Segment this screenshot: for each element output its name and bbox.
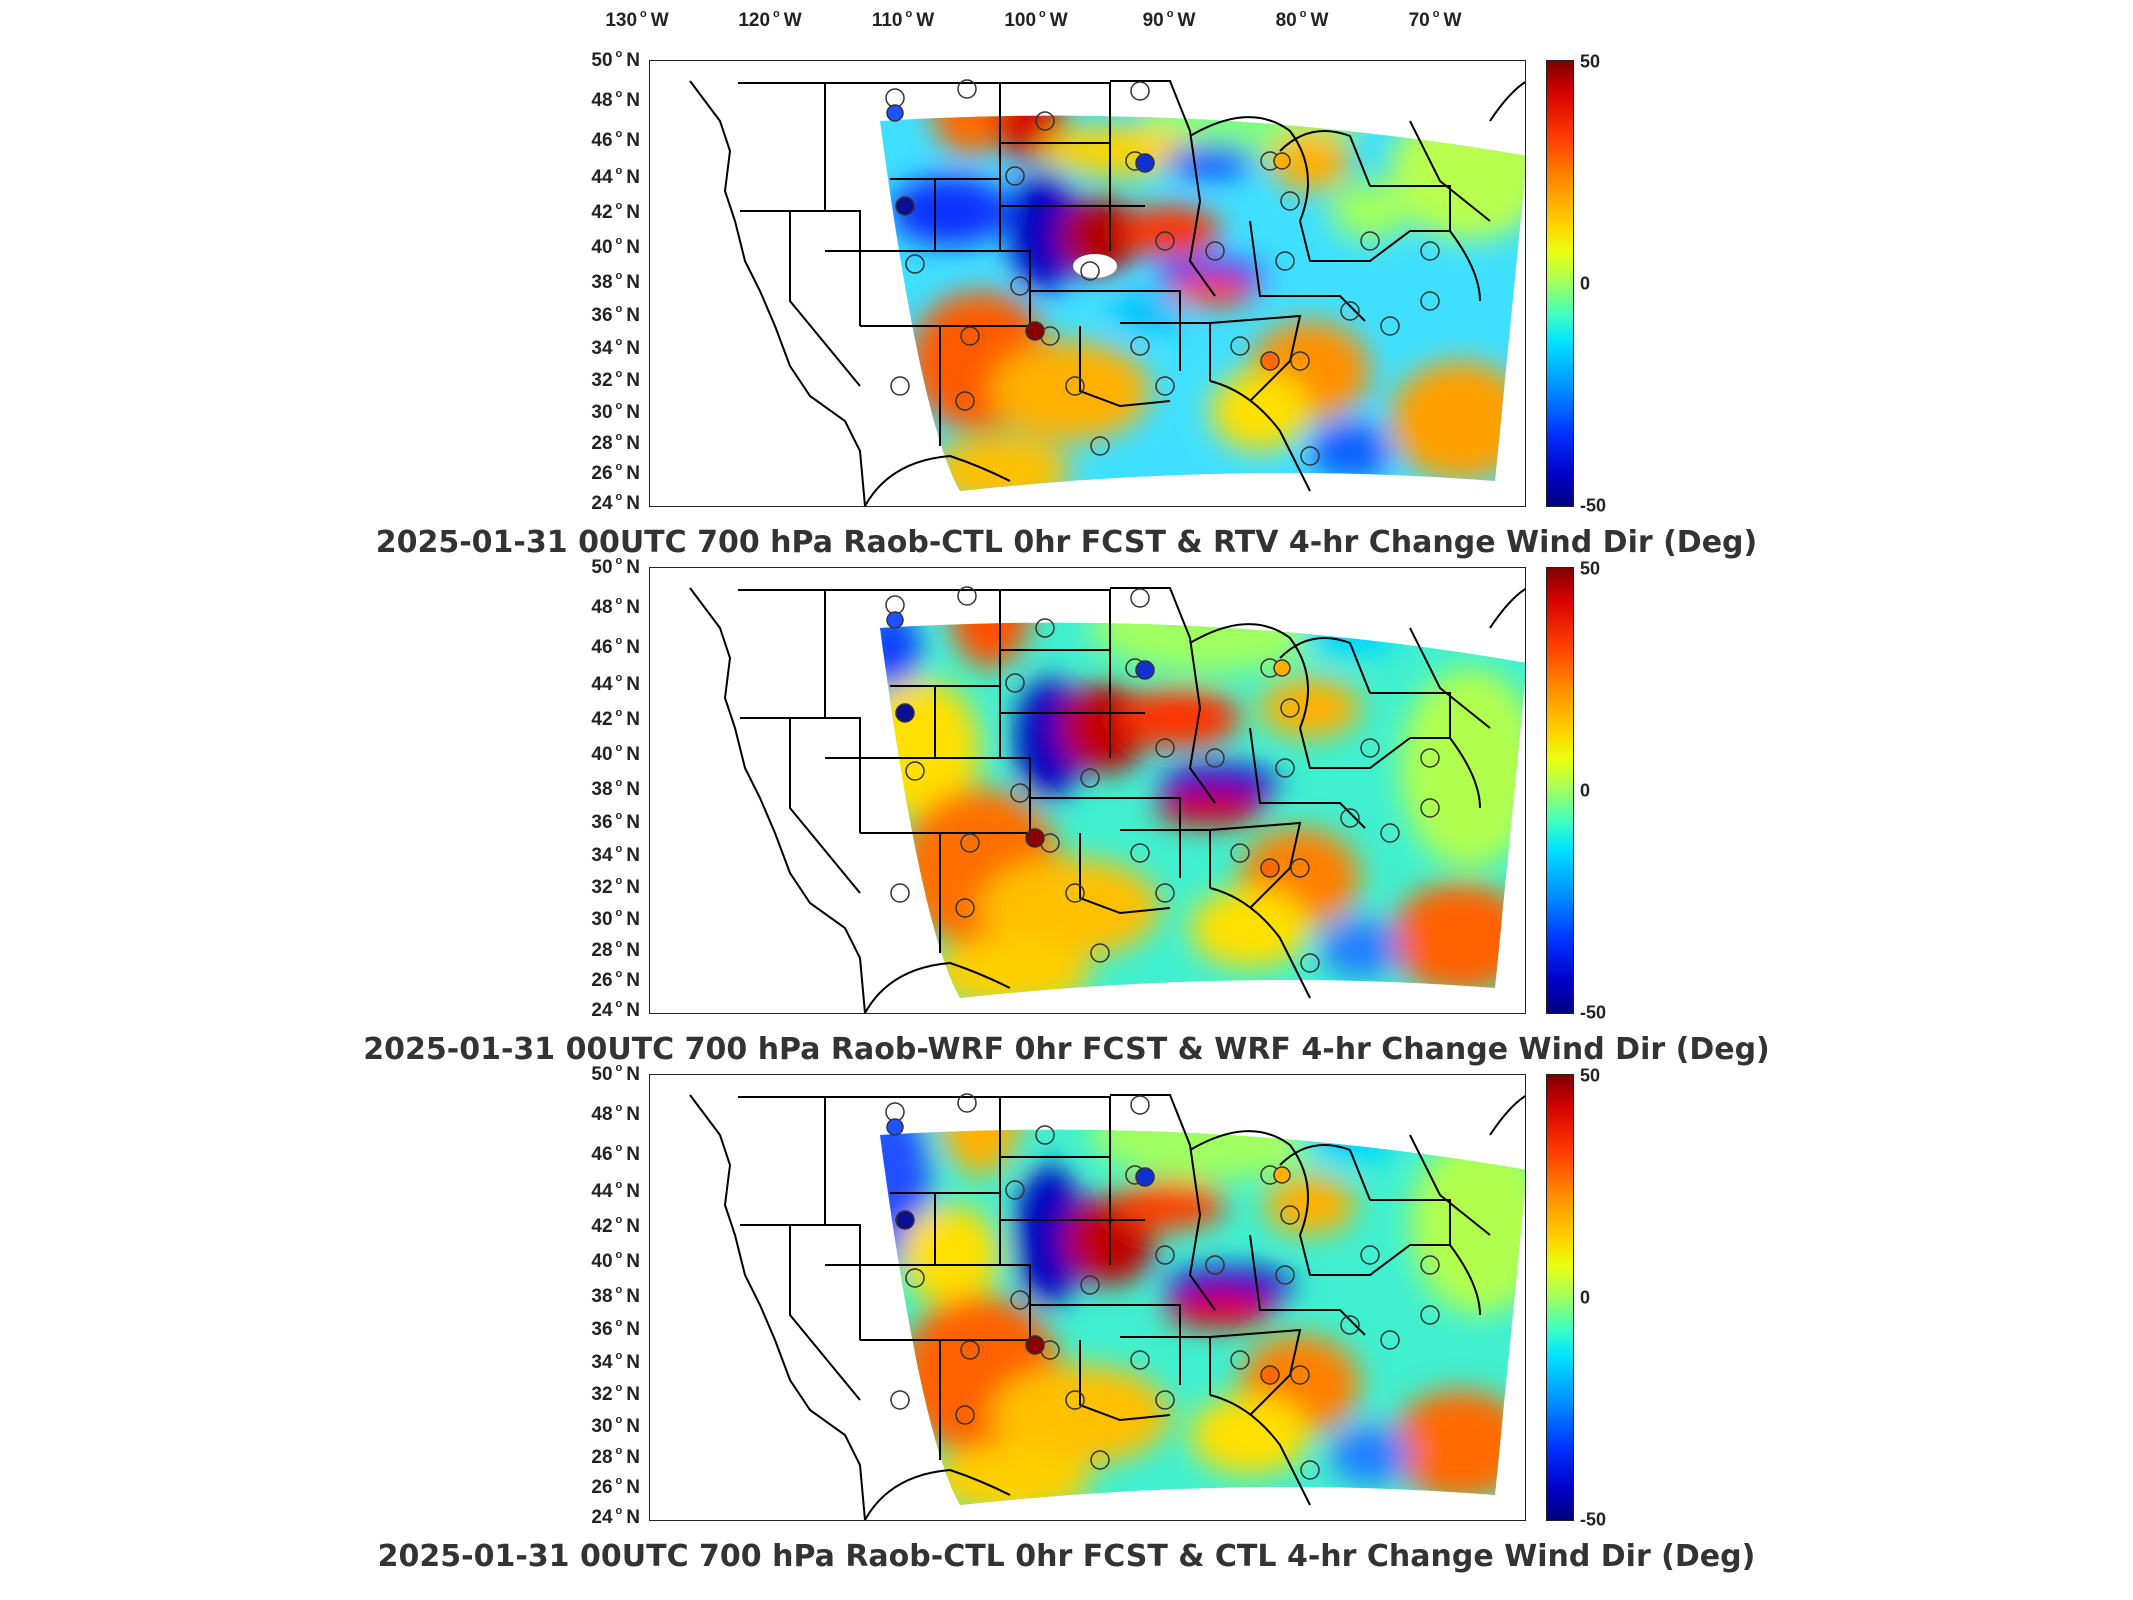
lon-label-130: 130 o W: [605, 8, 669, 31]
lon-label-90: 90 o W: [1142, 8, 1196, 31]
lat-label-32: 32 o N: [591, 1382, 640, 1405]
wind-dir-field: [689, 586, 1525, 1013]
map-plot: [649, 60, 1526, 507]
panel-rtv: 50 o N 48 o N 46 o N 44 o N 42 o N 40 o N 38 o N 36 o N …: [0, 48, 2133, 570]
lat-label-36: 36 o N: [591, 1317, 640, 1340]
lat-label-30: 30 o N: [591, 400, 640, 423]
lat-label-40: 40 o N: [591, 1249, 640, 1272]
wind-dir-field: [689, 79, 1525, 506]
lon-label-110: 110 o W: [871, 8, 935, 31]
lat-label-48: 48 o N: [591, 88, 640, 111]
lat-label-28: 28 o N: [591, 431, 640, 454]
lat-label-50: 50 o N: [591, 48, 640, 71]
lat-label-48: 48 o N: [591, 1102, 640, 1125]
colorbar: [1546, 567, 1574, 1014]
lat-label-24: 24 o N: [591, 491, 640, 514]
lat-label-30: 30 o N: [591, 1414, 640, 1437]
colorbar-min-label: -50: [1580, 495, 1607, 516]
lat-label-30: 30 o N: [591, 907, 640, 930]
colorbar-mid-label: 0: [1580, 1287, 1591, 1308]
lat-label-46: 46 o N: [591, 1142, 640, 1165]
map-plot: [649, 1074, 1526, 1521]
lat-label-26: 26 o N: [591, 968, 640, 991]
lat-label-34: 34 o N: [591, 843, 640, 866]
panel-title: 2025-01-31 00UTC 700 hPa Raob-WRF 0hr FC…: [363, 1032, 1770, 1067]
lat-label-44: 44 o N: [591, 672, 640, 695]
map-plot: [649, 567, 1526, 1014]
lat-label-36: 36 o N: [591, 810, 640, 833]
lat-label-28: 28 o N: [591, 1445, 640, 1468]
panel-title: 2025-01-31 00UTC 700 hPa Raob-CTL 0hr FC…: [377, 1539, 1756, 1574]
lat-label-44: 44 o N: [591, 165, 640, 188]
lat-label-42: 42 o N: [591, 1214, 640, 1237]
lat-label-46: 46 o N: [591, 635, 640, 658]
lat-label-40: 40 o N: [591, 235, 640, 258]
colorbar-mid-label: 0: [1580, 780, 1591, 801]
panel-title: 2025-01-31 00UTC 700 hPa Raob-CTL 0hr FC…: [375, 525, 1758, 560]
colorbar: [1546, 60, 1574, 507]
lat-label-46: 46 o N: [591, 128, 640, 151]
colorbar-max-label: 50: [1580, 51, 1601, 72]
lat-label-36: 36 o N: [591, 303, 640, 326]
lat-label-42: 42 o N: [591, 707, 640, 730]
lat-label-38: 38 o N: [591, 1284, 640, 1307]
wind-dir-field: [689, 1093, 1525, 1520]
lat-label-50: 50 o N: [591, 555, 640, 578]
lat-label-38: 38 o N: [591, 270, 640, 293]
lat-label-24: 24 o N: [591, 1505, 640, 1528]
lat-label-42: 42 o N: [591, 200, 640, 223]
colorbar-min-label: -50: [1580, 1002, 1607, 1023]
lat-label-50: 50 o N: [591, 1062, 640, 1085]
lat-label-38: 38 o N: [591, 777, 640, 800]
lon-label-100: 100 o W: [1004, 8, 1068, 31]
lat-label-34: 34 o N: [591, 336, 640, 359]
lat-label-32: 32 o N: [591, 875, 640, 898]
lon-label-80: 80 o W: [1275, 8, 1329, 31]
lat-label-28: 28 o N: [591, 938, 640, 961]
lat-label-32: 32 o N: [591, 368, 640, 391]
colorbar: [1546, 1074, 1574, 1521]
lat-label-26: 26 o N: [591, 461, 640, 484]
colorbar-max-label: 50: [1580, 558, 1601, 579]
lat-label-48: 48 o N: [591, 595, 640, 618]
lat-label-34: 34 o N: [591, 1350, 640, 1373]
panel-wrf: 50 o N 48 o N 46 o N 44 o N 42 o N 40 o N 38 o N 36 o N …: [0, 555, 2133, 1077]
colorbar-mid-label: 0: [1580, 273, 1591, 294]
colorbar-max-label: 50: [1580, 1065, 1601, 1086]
colorbar-min-label: -50: [1580, 1509, 1607, 1530]
lon-label-70: 70 o W: [1408, 8, 1462, 31]
lon-label-120: 120 o W: [738, 8, 802, 31]
lat-label-40: 40 o N: [591, 742, 640, 765]
lat-label-44: 44 o N: [591, 1179, 640, 1202]
panel-ctl: 50 o N 48 o N 46 o N 44 o N 42 o N 40 o N 38 o N 36 o N …: [0, 1062, 2133, 1584]
lat-label-26: 26 o N: [591, 1475, 640, 1498]
lat-label-24: 24 o N: [591, 998, 640, 1021]
